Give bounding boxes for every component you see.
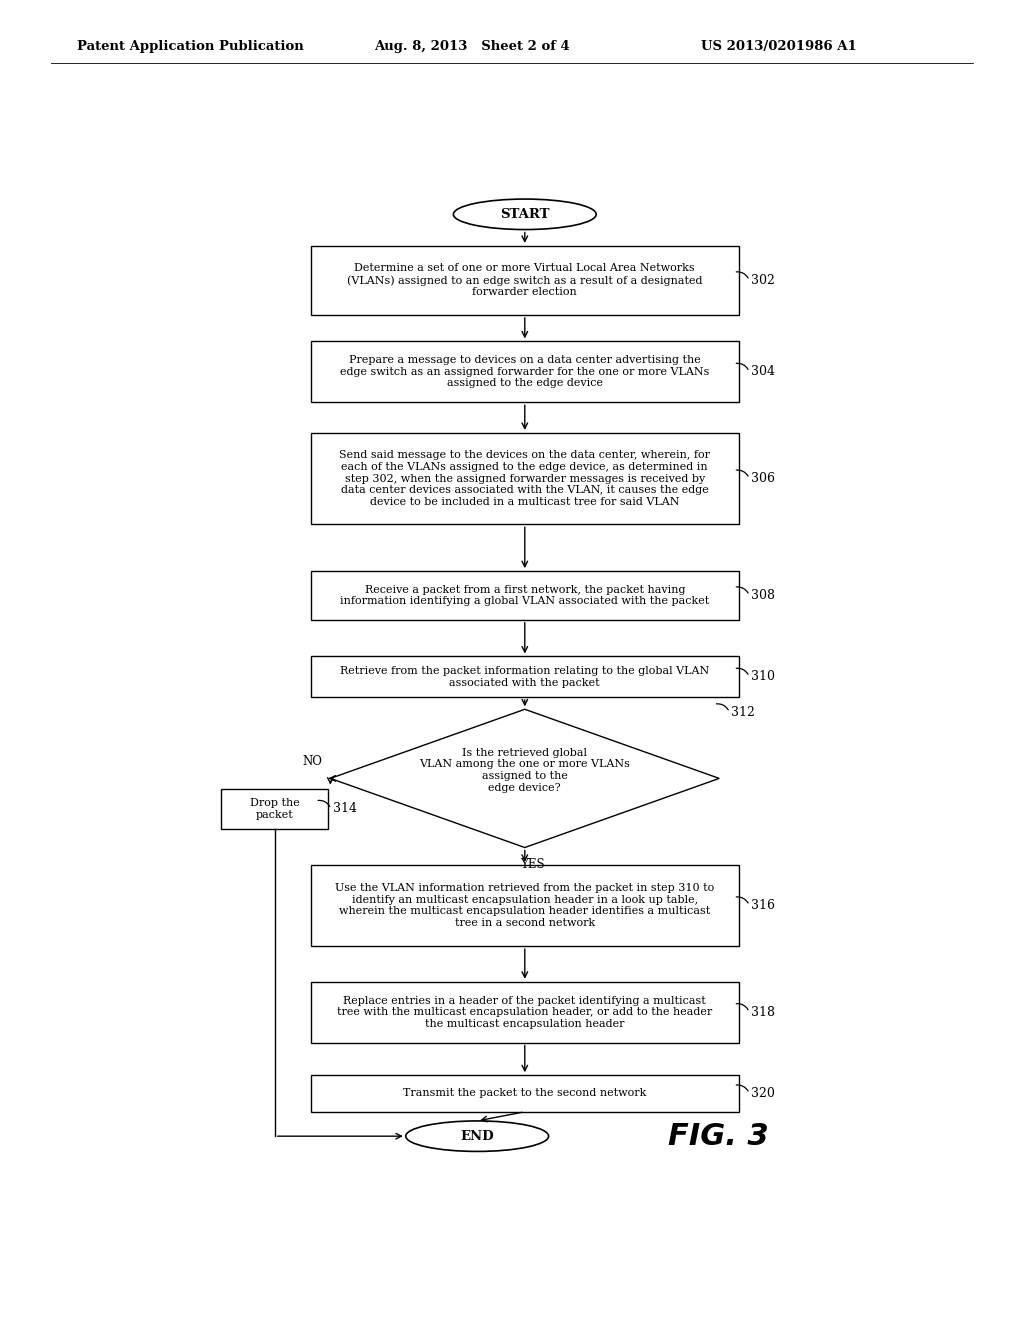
Text: 316: 316 (751, 899, 775, 912)
FancyBboxPatch shape (221, 788, 329, 829)
FancyBboxPatch shape (310, 865, 739, 946)
Text: FIG. 3: FIG. 3 (668, 1122, 768, 1151)
Text: START: START (500, 207, 550, 220)
Text: 320: 320 (751, 1086, 775, 1100)
Text: Prepare a message to devices on a data center advertising the
edge switch as an : Prepare a message to devices on a data c… (340, 355, 710, 388)
Text: YES: YES (520, 858, 545, 871)
FancyBboxPatch shape (310, 656, 739, 697)
Text: Drop the
packet: Drop the packet (250, 799, 300, 820)
Ellipse shape (454, 199, 596, 230)
FancyBboxPatch shape (310, 433, 739, 524)
Text: US 2013/0201986 A1: US 2013/0201986 A1 (701, 40, 857, 53)
Text: 314: 314 (333, 803, 356, 816)
Text: 318: 318 (751, 1006, 775, 1019)
Ellipse shape (406, 1121, 549, 1151)
Text: 310: 310 (751, 671, 775, 684)
Text: Receive a packet from a first network, the packet having
information identifying: Receive a packet from a first network, t… (340, 585, 710, 606)
Text: 312: 312 (731, 706, 755, 719)
Text: Send said message to the devices on the data center, wherein, for
each of the VL: Send said message to the devices on the … (339, 450, 711, 507)
FancyBboxPatch shape (310, 572, 739, 620)
Text: Is the retrieved global
VLAN among the one or more VLANs
assigned to the
edge de: Is the retrieved global VLAN among the o… (420, 748, 630, 793)
FancyBboxPatch shape (310, 982, 739, 1043)
Text: END: END (461, 1130, 494, 1143)
FancyBboxPatch shape (310, 342, 739, 403)
FancyBboxPatch shape (310, 246, 739, 315)
Text: 306: 306 (751, 473, 775, 484)
Polygon shape (331, 709, 719, 847)
Text: Determine a set of one or more Virtual Local Area Networks
(VLANs) assigned to a: Determine a set of one or more Virtual L… (347, 264, 702, 297)
Text: NO: NO (302, 755, 323, 768)
Text: Patent Application Publication: Patent Application Publication (77, 40, 303, 53)
Text: 308: 308 (751, 589, 775, 602)
Text: Use the VLAN information retrieved from the packet in step 310 to
identify an mu: Use the VLAN information retrieved from … (335, 883, 715, 928)
FancyBboxPatch shape (310, 1076, 739, 1111)
Text: Aug. 8, 2013   Sheet 2 of 4: Aug. 8, 2013 Sheet 2 of 4 (374, 40, 569, 53)
Text: 304: 304 (751, 366, 775, 379)
Text: 302: 302 (751, 273, 775, 286)
Text: Transmit the packet to the second network: Transmit the packet to the second networ… (403, 1089, 646, 1098)
Text: Retrieve from the packet information relating to the global VLAN
associated with: Retrieve from the packet information rel… (340, 667, 710, 688)
Text: Replace entries in a header of the packet identifying a multicast
tree with the : Replace entries in a header of the packe… (337, 995, 713, 1028)
